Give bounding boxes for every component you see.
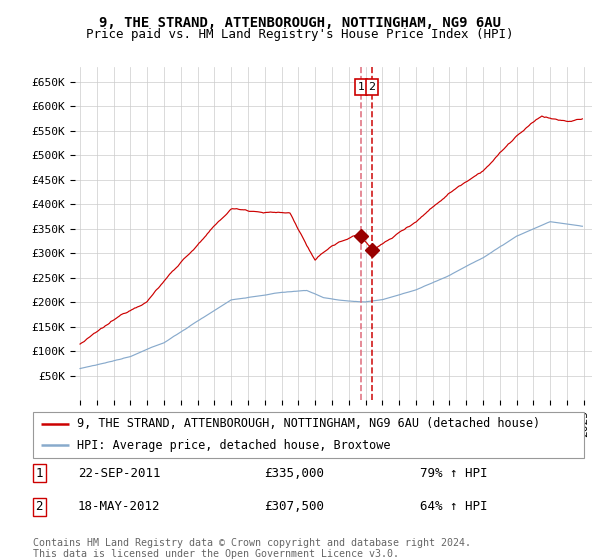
Text: 79% ↑ HPI: 79% ↑ HPI [420,466,487,480]
Text: 2: 2 [368,82,376,92]
Text: Price paid vs. HM Land Registry's House Price Index (HPI): Price paid vs. HM Land Registry's House … [86,28,514,41]
Text: 22-SEP-2011: 22-SEP-2011 [78,466,161,480]
Text: 9, THE STRAND, ATTENBOROUGH, NOTTINGHAM, NG9 6AU: 9, THE STRAND, ATTENBOROUGH, NOTTINGHAM,… [99,16,501,30]
Text: 1: 1 [35,466,43,480]
Text: HPI: Average price, detached house, Broxtowe: HPI: Average price, detached house, Brox… [77,438,391,451]
Text: 18-MAY-2012: 18-MAY-2012 [78,500,161,514]
Text: 2: 2 [35,500,43,514]
Text: 9, THE STRAND, ATTENBOROUGH, NOTTINGHAM, NG9 6AU (detached house): 9, THE STRAND, ATTENBOROUGH, NOTTINGHAM,… [77,418,540,431]
Text: Contains HM Land Registry data © Crown copyright and database right 2024.
This d: Contains HM Land Registry data © Crown c… [33,538,471,559]
Text: £307,500: £307,500 [264,500,324,514]
Text: £335,000: £335,000 [264,466,324,480]
Text: 1: 1 [358,82,364,92]
Text: 64% ↑ HPI: 64% ↑ HPI [420,500,487,514]
